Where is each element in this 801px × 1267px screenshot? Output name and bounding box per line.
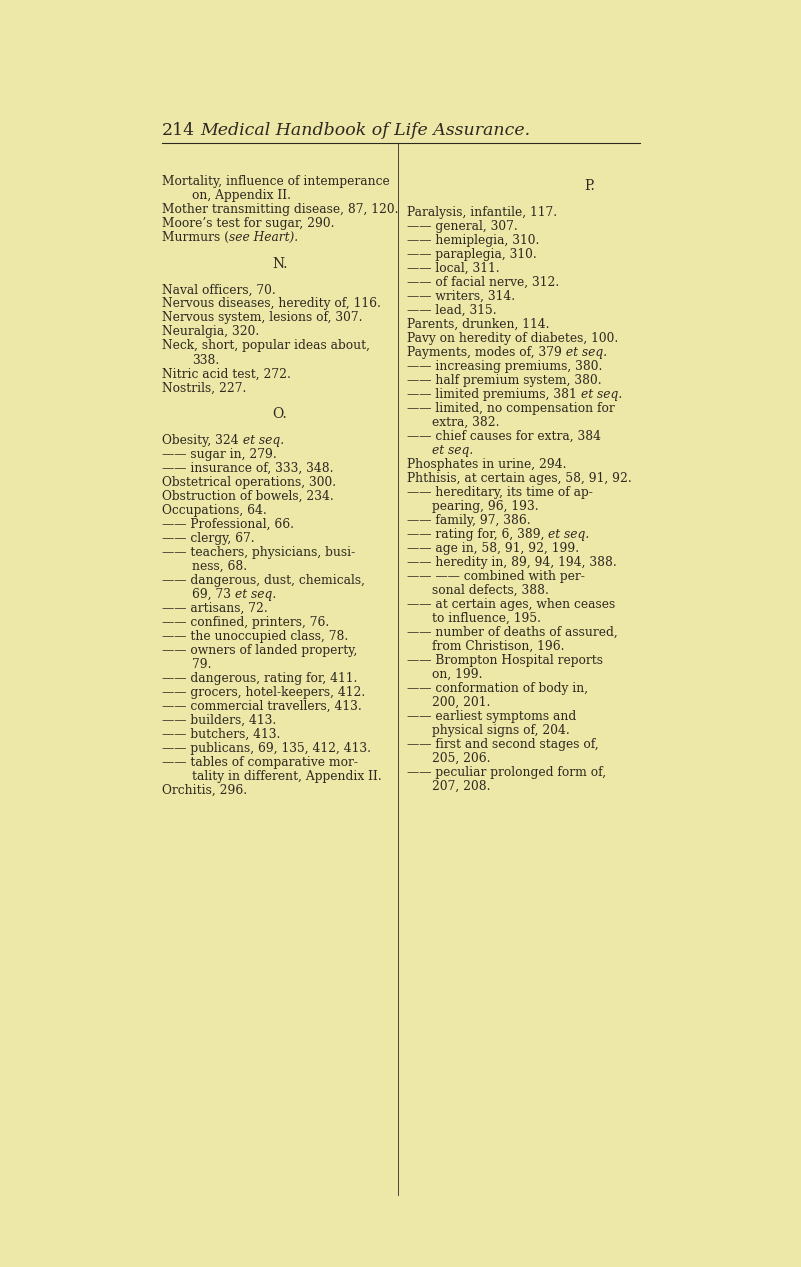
Text: Payments, modes of, 379: Payments, modes of, 379 xyxy=(407,346,562,359)
Text: Nitric acid test, 272.: Nitric acid test, 272. xyxy=(162,367,291,380)
Text: Mortality, influence of intemperance: Mortality, influence of intemperance xyxy=(162,175,390,188)
Text: Phthisis, at certain ages, 58, 91, 92.: Phthisis, at certain ages, 58, 91, 92. xyxy=(407,471,632,485)
Text: Naval officers, 70.: Naval officers, 70. xyxy=(162,284,276,296)
Text: —— insurance of, 333, 348.: —— insurance of, 333, 348. xyxy=(162,462,333,475)
Text: —— hemiplegia, 310.: —— hemiplegia, 310. xyxy=(407,234,539,247)
Text: ness, 68.: ness, 68. xyxy=(192,560,248,573)
Text: 207, 208.: 207, 208. xyxy=(432,779,490,793)
Text: —— peculiar prolonged form of,: —— peculiar prolonged form of, xyxy=(407,765,606,779)
Text: Orchitis, 296.: Orchitis, 296. xyxy=(162,784,248,797)
Text: physical signs of, 204.: physical signs of, 204. xyxy=(432,723,570,737)
Text: —— hereditary, its time of ap-: —— hereditary, its time of ap- xyxy=(407,485,593,499)
Text: P.: P. xyxy=(585,179,595,193)
Text: —— —— combined with per-: —— —— combined with per- xyxy=(407,570,585,583)
Text: Mother transmitting disease, 87, 120.: Mother transmitting disease, 87, 120. xyxy=(162,203,399,215)
Text: —— first and second stages of,: —— first and second stages of, xyxy=(407,737,599,751)
Text: Nostrils, 227.: Nostrils, 227. xyxy=(162,381,247,394)
Text: et seq.: et seq. xyxy=(549,528,590,541)
Text: Obstetrical operations, 300.: Obstetrical operations, 300. xyxy=(162,476,336,489)
Text: Nervous diseases, heredity of, 116.: Nervous diseases, heredity of, 116. xyxy=(162,298,380,310)
Text: 79.: 79. xyxy=(192,658,211,672)
Text: Phosphates in urine, 294.: Phosphates in urine, 294. xyxy=(407,457,566,471)
Text: on, 199.: on, 199. xyxy=(432,668,482,680)
Text: —— the unoccupied class, 78.: —— the unoccupied class, 78. xyxy=(162,630,348,642)
Text: —— general, 307.: —— general, 307. xyxy=(407,219,517,233)
Text: —— commercial travellers, 413.: —— commercial travellers, 413. xyxy=(162,699,362,713)
Text: et seq.: et seq. xyxy=(432,443,473,457)
Text: —— Brompton Hospital reports: —— Brompton Hospital reports xyxy=(407,654,603,666)
Text: —— dangerous, rating for, 411.: —— dangerous, rating for, 411. xyxy=(162,672,357,685)
Text: see Heart).: see Heart). xyxy=(229,231,298,245)
Text: et seq.: et seq. xyxy=(235,588,276,601)
Text: —— grocers, hotel-keepers, 412.: —— grocers, hotel-keepers, 412. xyxy=(162,685,365,699)
Text: —— increasing premiums, 380.: —— increasing premiums, 380. xyxy=(407,360,602,372)
Text: extra, 382.: extra, 382. xyxy=(432,416,500,428)
Text: —— lead, 315.: —— lead, 315. xyxy=(407,304,497,317)
Text: —— writers, 314.: —— writers, 314. xyxy=(407,290,515,303)
Text: 200, 201.: 200, 201. xyxy=(432,696,490,708)
Text: Occupations, 64.: Occupations, 64. xyxy=(162,504,267,517)
Text: 205, 206.: 205, 206. xyxy=(432,751,490,765)
Text: —— limited premiums, 381: —— limited premiums, 381 xyxy=(407,388,581,400)
Text: Parents, drunken, 114.: Parents, drunken, 114. xyxy=(407,318,549,331)
Text: —— conformation of body in,: —— conformation of body in, xyxy=(407,682,588,694)
Text: Murmurs (: Murmurs ( xyxy=(162,231,229,245)
Text: 214: 214 xyxy=(162,122,195,139)
Text: et seq.: et seq. xyxy=(562,346,607,359)
Text: —— earliest symptoms and: —— earliest symptoms and xyxy=(407,710,576,722)
Text: 338.: 338. xyxy=(192,353,219,366)
Text: Medical Handbook of Life Assurance.: Medical Handbook of Life Assurance. xyxy=(200,122,530,139)
Text: —— chief causes for extra, 384: —— chief causes for extra, 384 xyxy=(407,430,601,442)
Text: Obstruction of bowels, 234.: Obstruction of bowels, 234. xyxy=(162,490,334,503)
Text: et seq.: et seq. xyxy=(581,388,622,400)
Text: —— paraplegia, 310.: —— paraplegia, 310. xyxy=(407,248,537,261)
Text: et seq.: et seq. xyxy=(239,435,284,447)
Text: —— age in, 58, 91, 92, 199.: —— age in, 58, 91, 92, 199. xyxy=(407,542,579,555)
Text: Neck, short, popular ideas about,: Neck, short, popular ideas about, xyxy=(162,340,370,352)
Text: tality in different, Appendix II.: tality in different, Appendix II. xyxy=(192,770,382,783)
Text: Obesity, 324: Obesity, 324 xyxy=(162,435,239,447)
Text: Pavy on heredity of diabetes, 100.: Pavy on heredity of diabetes, 100. xyxy=(407,332,618,345)
Text: N.: N. xyxy=(272,257,288,271)
Text: —— tables of comparative mor-: —— tables of comparative mor- xyxy=(162,756,358,769)
Text: —— artisans, 72.: —— artisans, 72. xyxy=(162,602,268,614)
Text: —— rating for, 6, 389,: —— rating for, 6, 389, xyxy=(407,528,549,541)
Text: on, Appendix II.: on, Appendix II. xyxy=(192,189,291,201)
Text: to influence, 195.: to influence, 195. xyxy=(432,612,541,625)
Text: from Christison, 196.: from Christison, 196. xyxy=(432,640,565,653)
Text: —— clergy, 67.: —— clergy, 67. xyxy=(162,532,255,545)
Text: Nervous system, lesions of, 307.: Nervous system, lesions of, 307. xyxy=(162,312,363,324)
Text: —— butchers, 413.: —— butchers, 413. xyxy=(162,729,280,741)
Text: —— teachers, physicians, busi-: —— teachers, physicians, busi- xyxy=(162,546,356,559)
Text: Neuralgia, 320.: Neuralgia, 320. xyxy=(162,326,260,338)
Text: sonal defects, 388.: sonal defects, 388. xyxy=(432,584,549,597)
Text: 69, 73: 69, 73 xyxy=(192,588,235,601)
Text: O.: O. xyxy=(272,408,288,422)
Text: —— local, 311.: —— local, 311. xyxy=(407,262,500,275)
Text: Moore’s test for sugar, 290.: Moore’s test for sugar, 290. xyxy=(162,217,335,231)
Text: —— at certain ages, when ceases: —— at certain ages, when ceases xyxy=(407,598,615,611)
Text: —— limited, no compensation for: —— limited, no compensation for xyxy=(407,402,614,414)
Text: Paralysis, infantile, 117.: Paralysis, infantile, 117. xyxy=(407,205,557,219)
Text: —— heredity in, 89, 94, 194, 388.: —— heredity in, 89, 94, 194, 388. xyxy=(407,556,617,569)
Text: —— family, 97, 386.: —— family, 97, 386. xyxy=(407,514,530,527)
Text: —— owners of landed property,: —— owners of landed property, xyxy=(162,644,357,658)
Text: —— confined, printers, 76.: —— confined, printers, 76. xyxy=(162,616,329,628)
Text: —— publicans, 69, 135, 412, 413.: —— publicans, 69, 135, 412, 413. xyxy=(162,742,371,755)
Text: —— of facial nerve, 312.: —— of facial nerve, 312. xyxy=(407,276,559,289)
Text: —— Professional, 66.: —— Professional, 66. xyxy=(162,518,294,531)
Text: —— sugar in, 279.: —— sugar in, 279. xyxy=(162,449,277,461)
Text: —— half premium system, 380.: —— half premium system, 380. xyxy=(407,374,602,386)
Text: —— number of deaths of assured,: —— number of deaths of assured, xyxy=(407,626,618,639)
Text: pearing, 96, 193.: pearing, 96, 193. xyxy=(432,499,538,513)
Text: —— builders, 413.: —— builders, 413. xyxy=(162,715,276,727)
Text: —— dangerous, dust, chemicals,: —— dangerous, dust, chemicals, xyxy=(162,574,365,587)
